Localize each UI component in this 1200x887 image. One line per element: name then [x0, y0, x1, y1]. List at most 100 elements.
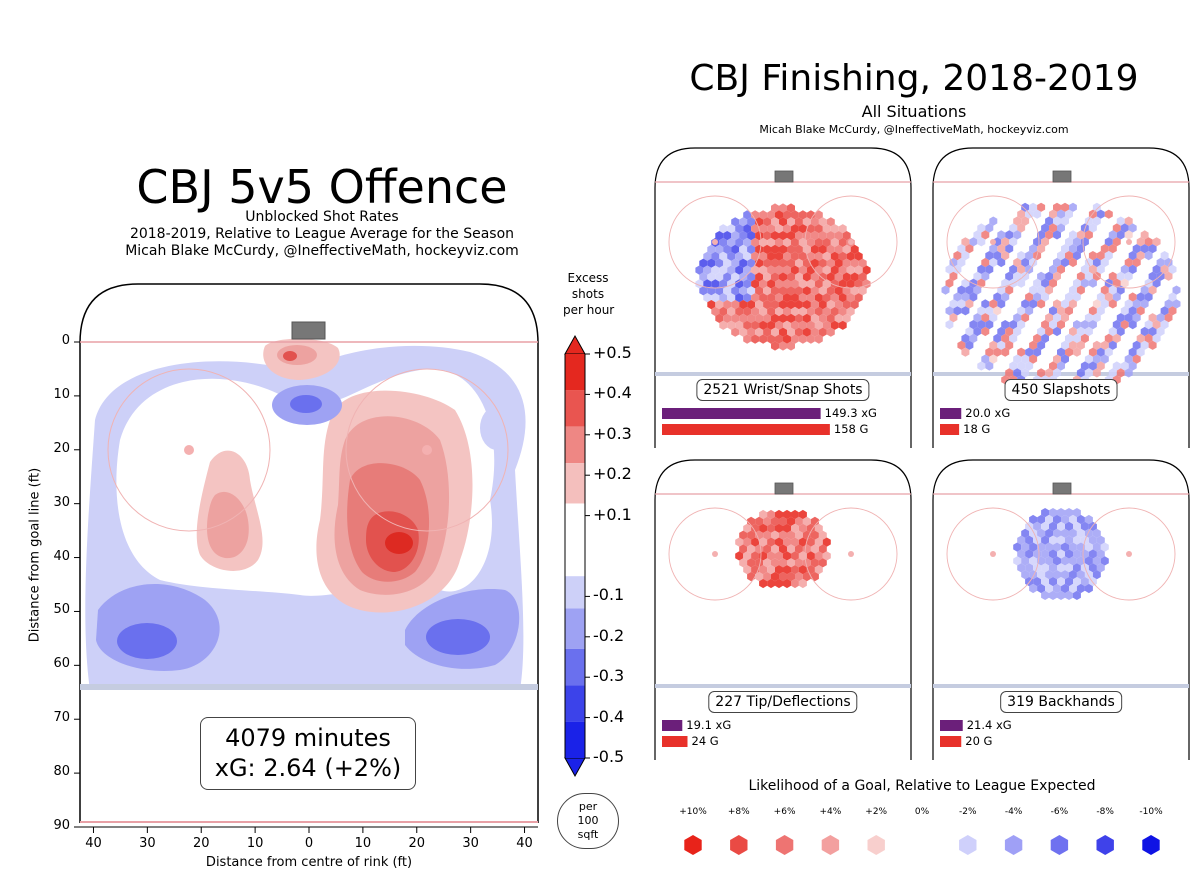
- shot-hex: [1021, 368, 1030, 378]
- shot-hex: [1013, 216, 1022, 226]
- y-tick-label: 90: [53, 818, 70, 833]
- shot-hex: [1084, 271, 1093, 281]
- shot-hex: [834, 300, 843, 310]
- shot-hex: [771, 558, 779, 568]
- shot-hex: [830, 306, 839, 317]
- shot-hex: [1045, 368, 1053, 378]
- shot-hex: [842, 300, 851, 310]
- shot-hex: [699, 286, 708, 296]
- shot-hex: [949, 271, 958, 281]
- shot-hex: [1084, 326, 1093, 337]
- shot-hex: [1136, 306, 1145, 316]
- shot-hex: [1025, 251, 1034, 261]
- shot-hex: [1148, 271, 1157, 281]
- shot-hex: [1069, 340, 1077, 350]
- shot-hex: [1092, 368, 1101, 378]
- shot-hex: [1104, 237, 1113, 247]
- shot-hex: [985, 264, 994, 274]
- shot-hex: [1073, 292, 1081, 302]
- shot-hex: [711, 293, 720, 303]
- shot-hex: [1013, 354, 1022, 364]
- shot-hex: [767, 251, 775, 261]
- shot-hex: [798, 320, 807, 330]
- shot-hex: [1088, 361, 1097, 371]
- shot-hex: [775, 265, 783, 275]
- shot-hex: [826, 272, 835, 282]
- shot-hex: [755, 300, 764, 310]
- shot-hex: [1049, 278, 1057, 288]
- shot-hex: [1029, 556, 1038, 566]
- shot-hex: [1152, 278, 1161, 288]
- shot-hex: [1108, 340, 1117, 350]
- shot-hex: [854, 279, 863, 289]
- goals-bar: [940, 424, 960, 435]
- shot-hex: [791, 537, 799, 547]
- shot-hex: [961, 278, 970, 288]
- shot-hex: [1128, 251, 1137, 261]
- shot-hex: [1116, 271, 1125, 281]
- per-area-line1: per: [578, 800, 598, 813]
- shot-hex: [1108, 230, 1117, 240]
- rink-outline: [654, 147, 912, 448]
- shot-hex: [1164, 257, 1173, 268]
- shot-hex: [795, 286, 803, 296]
- shot-hex: [1053, 230, 1061, 240]
- faceoff-circle: [804, 195, 898, 289]
- shot-hex: [1069, 514, 1077, 525]
- shot-hex: [969, 320, 978, 330]
- shot-hex: [798, 210, 807, 220]
- shot-hex: [985, 251, 994, 261]
- shot-hex: [763, 516, 771, 526]
- shot-hex: [965, 299, 974, 309]
- shot-hex: [981, 354, 990, 364]
- shot-hex: [961, 292, 970, 302]
- shot-hex: [779, 558, 787, 568]
- shot-hex: [1049, 361, 1057, 371]
- shot-hex: [711, 251, 720, 261]
- shot-hex: [783, 210, 791, 220]
- shot-hex: [1045, 326, 1053, 337]
- shot-hex: [1065, 563, 1073, 573]
- shot-hex: [747, 558, 756, 568]
- shot-hex: [1140, 230, 1149, 240]
- shot-hex: [957, 257, 966, 268]
- faceoff-dot: [990, 239, 996, 245]
- shot-hex: [735, 551, 744, 561]
- shot-hex: [747, 544, 756, 554]
- shot-hex: [1076, 368, 1085, 378]
- shot-hex: [767, 306, 775, 317]
- xg-label: 19.1 xG: [686, 718, 732, 732]
- shot-hex: [1100, 340, 1109, 350]
- right-subtitle: All Situations: [861, 102, 967, 121]
- shot-hex: [747, 327, 756, 337]
- shot-hex: [981, 271, 990, 281]
- shot-hex: [1092, 313, 1101, 323]
- shot-hex: [1065, 535, 1073, 545]
- shot-hex: [977, 278, 986, 288]
- shot-hex: [731, 300, 740, 310]
- shot-hex: [818, 313, 827, 323]
- shot-hex: [798, 565, 807, 575]
- shot-hex: [1104, 209, 1113, 219]
- shot-hex: [787, 544, 795, 554]
- shot-hex: [787, 217, 795, 227]
- shot-hex: [961, 251, 970, 261]
- shot-hex: [715, 272, 724, 282]
- xg-bar: [940, 720, 963, 731]
- shot-hex: [814, 320, 823, 330]
- shot-hex: [997, 230, 1006, 240]
- shot-hex: [810, 558, 819, 568]
- shot-hex: [1001, 292, 1010, 302]
- shot-hex: [1096, 535, 1105, 545]
- shot-hex: [1144, 292, 1153, 302]
- shot-hex: [826, 286, 835, 296]
- shot-hex: [711, 279, 720, 289]
- shot-hex: [795, 272, 803, 282]
- shot-hex: [1140, 326, 1149, 337]
- shot-hex: [1053, 216, 1061, 226]
- shot-hex: [735, 306, 744, 317]
- shot-hex: [1061, 354, 1069, 364]
- shot-hex: [1065, 508, 1073, 518]
- shot-hex: [767, 537, 775, 547]
